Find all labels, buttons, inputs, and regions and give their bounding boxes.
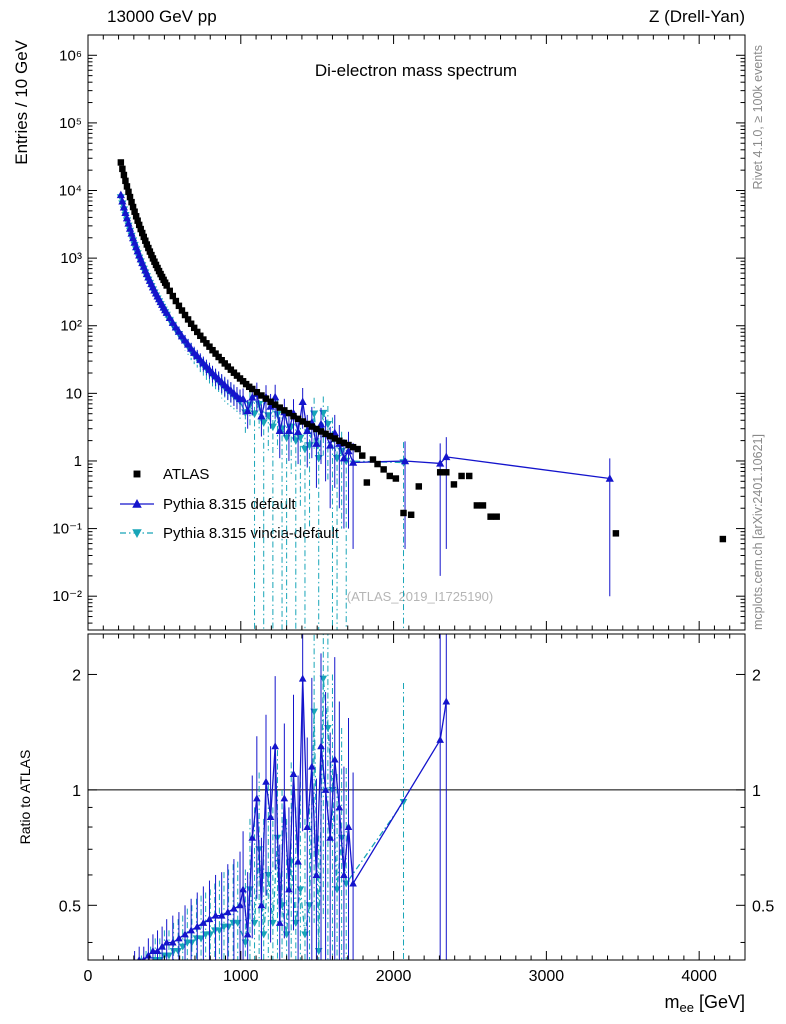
legend-label-pythia-vincia: Pythia 8.315 vincia-default [163, 525, 340, 542]
svg-text:10: 10 [65, 385, 82, 402]
svg-text:3000: 3000 [529, 968, 565, 985]
svg-text:0.5: 0.5 [752, 898, 774, 915]
x-axis-label: mee [GeV] [665, 992, 746, 1015]
svg-text:0.5: 0.5 [59, 898, 81, 915]
ratio-y-axis-label: Ratio to ATLAS [17, 750, 33, 845]
svg-text:1: 1 [72, 783, 81, 800]
svg-text:10⁴: 10⁴ [59, 183, 82, 200]
svg-text:10³: 10³ [60, 250, 82, 267]
plot-title: Di-electron mass spectrum [315, 61, 517, 80]
svg-text:2: 2 [752, 667, 761, 684]
svg-text:1: 1 [752, 783, 761, 800]
svg-text:4000: 4000 [681, 968, 717, 985]
svg-text:1000: 1000 [223, 968, 259, 985]
svg-text:0: 0 [84, 968, 93, 985]
legend-marker-pythia-vincia [120, 529, 154, 538]
svg-text:2000: 2000 [376, 968, 412, 985]
main-panel-data [116, 159, 727, 630]
legend: ATLAS Pythia 8.315 default Pythia 8.315 … [120, 466, 340, 542]
process-label: Z (Drell-Yan) [649, 7, 745, 26]
legend-marker-atlas [133, 470, 141, 478]
svg-text:10⁻²: 10⁻² [52, 588, 82, 605]
analysis-id-watermark: (ATLAS_2019_I1725190) [347, 589, 493, 604]
svg-text:10²: 10² [60, 318, 82, 335]
legend-label-pythia-default: Pythia 8.315 default [163, 496, 296, 513]
main-y-axis-label: Entries / 10 GeV [12, 39, 31, 164]
svg-text:2: 2 [72, 667, 81, 684]
axes-and-frames: 0 1000 2000 3000 4000 10⁻² 10⁻¹ 1 10 10² 10³ 10⁴ 10⁵… [52, 34, 774, 985]
beam-energy-label: 13000 GeV pp [107, 7, 217, 26]
rivet-version-note: Rivet 4.1.0, ≥ 100k events [751, 45, 765, 189]
ratio-panel-data [134, 634, 451, 960]
mcplots-reference-note: mcplots.cern.ch [arXiv:2401.10621] [751, 434, 765, 630]
chart-canvas: 0 1000 2000 3000 4000 10⁻² 10⁻¹ 1 10 10² 10³ 10⁴ 10⁵… [52, 34, 774, 985]
svg-text:10⁻¹: 10⁻¹ [52, 521, 82, 538]
legend-marker-pythia-default [120, 499, 154, 508]
svg-text:10⁵: 10⁵ [59, 115, 82, 132]
svg-text:10⁶: 10⁶ [59, 47, 82, 64]
legend-label-atlas: ATLAS [163, 466, 209, 483]
svg-text:1: 1 [74, 453, 82, 470]
